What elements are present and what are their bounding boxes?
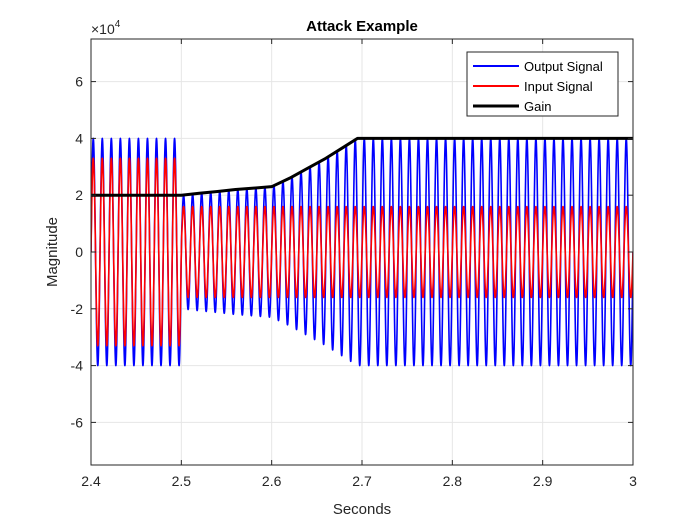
- legend-label-output: Output Signal: [524, 59, 603, 74]
- y-exponent-power: 4: [115, 19, 121, 30]
- svg-text:×104: ×104: [91, 19, 121, 37]
- y-axis-label: Magnitude: [44, 217, 61, 287]
- x-tick-label: 2.9: [533, 473, 553, 489]
- y-tick-label: 4: [75, 130, 83, 146]
- y-tick-label: 2: [75, 187, 83, 203]
- gain-line: [91, 136, 633, 197]
- y-exponent: ×104: [91, 19, 121, 37]
- y-tick-label: -6: [71, 414, 84, 430]
- legend-item-gain: Gain: [473, 99, 551, 114]
- y-exponent-base: ×10: [91, 21, 115, 37]
- x-tick-label: 2.6: [262, 473, 282, 489]
- x-axis-label: Seconds: [333, 501, 391, 518]
- y-tick-label: -4: [71, 358, 84, 374]
- x-tick-label: 2.5: [172, 473, 192, 489]
- legend-label-input: Input Signal: [524, 79, 593, 94]
- legend: Output Signal Input Signal Gain: [466, 51, 619, 117]
- legend-label-gain: Gain: [524, 99, 551, 114]
- legend-item-output: Output Signal: [473, 59, 603, 74]
- chart-title: Attack Example: [306, 18, 418, 35]
- x-tick-label: 2.4: [81, 473, 101, 489]
- y-tick-label: 0: [75, 244, 83, 260]
- tick-marks: [90, 39, 634, 465]
- tick-labels: 2.4 2.5 2.6 2.7 2.8 2.9 3 -6 -4 -2 0 2 4 6: [71, 74, 638, 489]
- series-layer: [91, 136, 633, 367]
- input-signal-line: [91, 157, 633, 347]
- x-tick-label: 2.8: [443, 473, 463, 489]
- x-tick-label: 2.7: [352, 473, 372, 489]
- y-tick-label: -2: [71, 301, 84, 317]
- legend-item-input: Input Signal: [473, 79, 593, 94]
- y-tick-label: 6: [75, 74, 83, 90]
- x-tick-label: 3: [629, 473, 637, 489]
